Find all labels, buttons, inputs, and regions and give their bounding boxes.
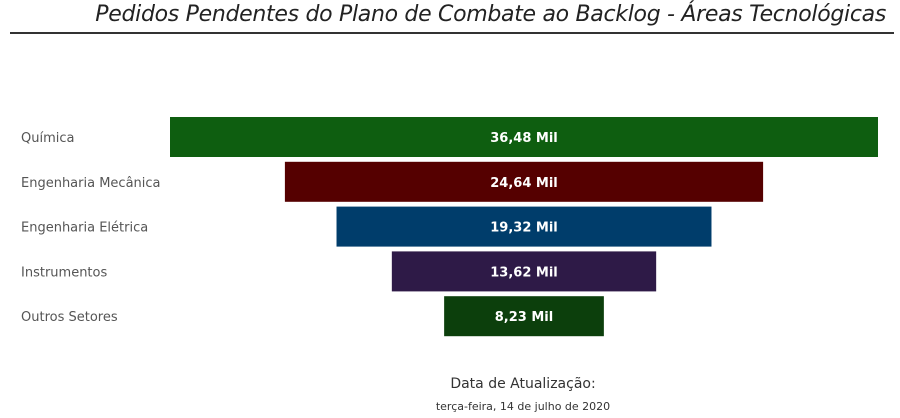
data-label: 13,62 Mil bbox=[490, 265, 558, 280]
data-label: 36,48 Mil bbox=[490, 131, 558, 146]
category-label: Outros Setores bbox=[21, 310, 118, 325]
funnel-chart: 36,48 Mil Química 24,64 Mil Engenharia Mecâ… bbox=[0, 0, 900, 418]
category-label: Engenharia Elétrica bbox=[21, 221, 148, 236]
data-label: 19,32 Mil bbox=[490, 221, 558, 236]
update-date: terça-feira, 14 de julho de 2020 bbox=[0, 400, 900, 413]
data-label: 24,64 Mil bbox=[490, 176, 558, 191]
category-label: Engenharia Mecânica bbox=[21, 176, 161, 191]
update-label: Data de Atualização: bbox=[0, 376, 900, 392]
data-label: 8,23 Mil bbox=[495, 310, 553, 325]
category-label: Instrumentos bbox=[21, 265, 107, 280]
category-label: Química bbox=[21, 131, 74, 146]
